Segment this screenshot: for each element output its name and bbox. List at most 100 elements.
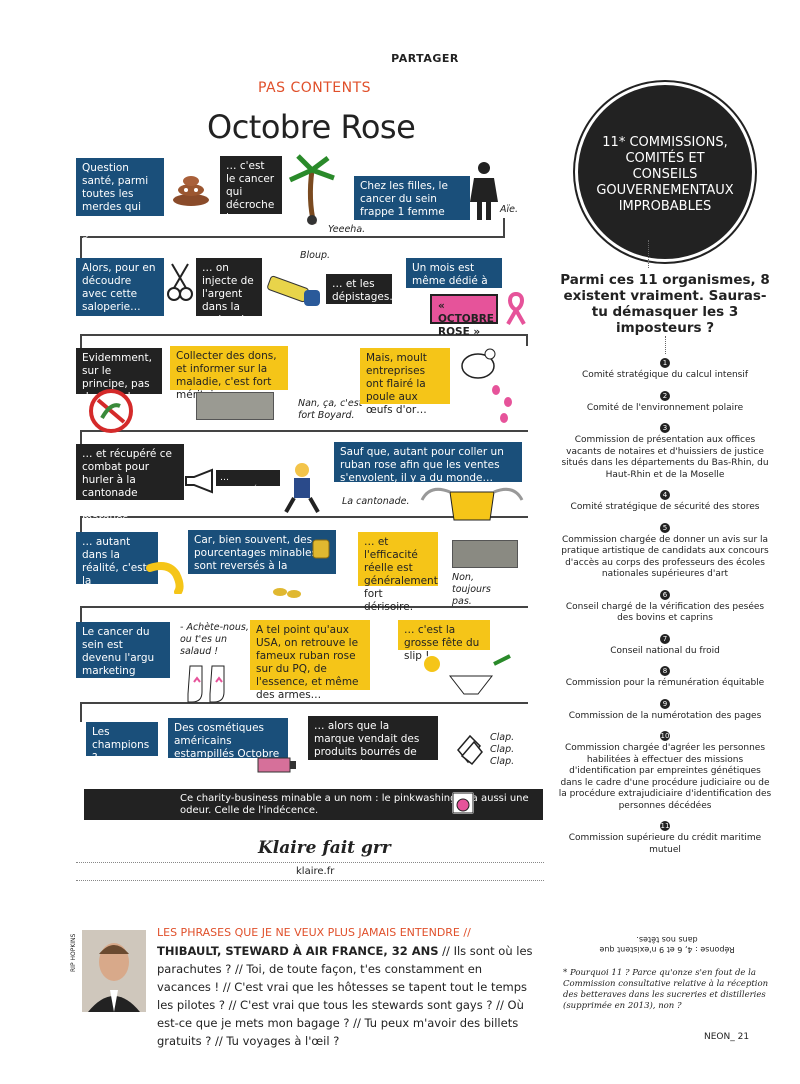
scissors-icon: [166, 262, 194, 302]
story-box: A tel point qu'aux USA, on retrouve le f…: [250, 620, 370, 701]
quiz-item-number: 8: [660, 666, 670, 676]
quiz-circle: 11* COMMISSIONS, COMITÉS ET CONSEILS GOU…: [575, 82, 755, 262]
flow-connector: [80, 516, 82, 532]
caption-note: Clap. Clap. Clap.: [490, 732, 515, 767]
steward-photo: [82, 930, 146, 1012]
woman-icon: [470, 162, 498, 220]
quiz-item-text: Commission chargée d'agréer les personne…: [558, 743, 772, 811]
quiz-item-number: 3: [660, 423, 670, 433]
quiz-item-number: 7: [660, 633, 670, 644]
flow-connector: [526, 334, 528, 346]
fort-boyard-icon: [196, 392, 274, 420]
story-box: Des cosmétiques américains estampillés O…: [168, 718, 288, 773]
coin-stack-icon: [312, 538, 330, 560]
flow-connector: [80, 606, 82, 622]
washing-machine-icon: [452, 792, 474, 814]
caption-note: Aïe.: [500, 204, 519, 215]
quiz-item: 8 Commission pour la rémunération équitab…: [558, 666, 772, 690]
footnote: * Pourquoi 11 ? Parce qu'onze s'en fout …: [563, 968, 769, 1011]
cosmetic-tube-icon: [256, 754, 298, 776]
poop-icon: [170, 168, 212, 206]
story-box: Le cancer du sein est devenu l'argu mark…: [76, 622, 170, 703]
quiz-item: 4 Comité stratégique de sécurité des stor…: [558, 490, 772, 514]
caption-note: Bloup.: [300, 250, 331, 261]
banner-text: Ce charity-business minable a un nom : l…: [180, 793, 529, 816]
story-box: … et récupéré ce combat pour hurler à la…: [76, 444, 184, 525]
phrases-kicker: LES PHRASES QUE JE NE VEUX PLUS JAMAIS E…: [157, 926, 471, 939]
phrases-speaker: THIBAULT, STEWARD À AIR FRANCE, 32 ANS: [157, 944, 439, 958]
story-box: … ENGAGÉES !: [216, 470, 280, 496]
story-box: Un mois est même dédié à cette lutte :: [406, 258, 502, 300]
article-title: Octobre Rose: [207, 108, 416, 146]
quiz-item-number: 4: [660, 490, 670, 500]
quiz-item: 9 Commission de la numérotation des pages: [558, 698, 772, 723]
share-link[interactable]: PARTAGER: [391, 52, 459, 65]
fort-boyard-icon: [452, 540, 518, 568]
divider: [76, 880, 544, 881]
story-box: Car, bien souvent, des pourcentages mina…: [188, 530, 336, 585]
quiz-item-text: Conseil chargé de la vérification des pe…: [565, 601, 765, 624]
quiz-answer-upside-down: Réponse : 4, 6 et 9 n'existent que dans …: [599, 935, 735, 954]
flow-connector: [80, 430, 82, 444]
quiz-item: 7 Conseil national du froid: [558, 633, 772, 658]
author-link[interactable]: klaire.fr: [296, 866, 335, 877]
quiz-item: 6 Conseil chargé de la vérification des p…: [558, 589, 772, 625]
quiz-item: 10 Commission chargée d'agréer les person…: [558, 731, 772, 812]
pink-ribbon-socks-icon: [186, 664, 232, 704]
page-number: NEON_ 21: [704, 1032, 750, 1042]
quiz-item-text: Comité de l'environnement polaire: [586, 402, 744, 413]
flow-connector: [80, 606, 528, 608]
flow-connector: [80, 430, 528, 432]
photo-credit: RIP HOPKINS: [70, 933, 77, 972]
no-lizard-icon: [88, 388, 134, 434]
dotted-connector: [665, 336, 666, 354]
quiz-item-text: Comité stratégique de sécurité des store…: [570, 502, 760, 512]
shouting-person-icon: [282, 462, 322, 514]
conclusion-banner: Ce charity-business minable a un nom : l…: [84, 789, 543, 820]
story-box: … alors que la marque vendait des produi…: [308, 716, 438, 771]
quiz-item-number: 5: [660, 522, 670, 533]
caption-note: Yeeeha.: [328, 224, 366, 235]
quiz-item: 11 Commission supérieure du crédit mariti…: [558, 821, 772, 856]
story-box: … c'est le cancer qui décroche le cocoti…: [220, 156, 282, 237]
story-box: Collecter des dons, et informer sur la m…: [170, 346, 288, 401]
flying-basket-icon: [420, 480, 524, 524]
quiz-item-number: 10: [660, 731, 670, 741]
quiz-item: 3 Commission de présentation aux offices …: [558, 423, 772, 481]
story-box: Question santé, parmi toutes les merdes …: [76, 158, 164, 239]
article-kicker: PAS CONTENTS: [258, 80, 372, 96]
quiz-item-text: Commission pour la rémunération équitabl…: [565, 678, 765, 688]
story-box: Les champions ?: [86, 722, 158, 764]
hen-eggs-icon: [456, 344, 522, 424]
flow-connector: [80, 702, 82, 722]
story-box: Alors, pour en découdre avec cette salop…: [76, 258, 164, 316]
story-box: « OCTOBRE ROSE »: [430, 294, 498, 338]
quiz-item: 2 Comité de l'environnement polaire: [558, 390, 772, 415]
quiz-item-number: 1: [660, 358, 670, 368]
story-box: Mais, moult entreprises ont flairé la po…: [360, 348, 450, 416]
flow-connector: [503, 218, 505, 238]
caption-note: Nan, ça, c'est fort Boyard.: [298, 398, 363, 421]
quiz-item-number: 9: [660, 698, 670, 709]
syringe-money-icon: [264, 264, 326, 314]
quiz-item-text: Commission supérieure du crédit maritime…: [568, 833, 762, 855]
phrases-quotes: // Ils sont où les parachutes ? // Toi, …: [157, 944, 533, 1048]
flow-connector: [80, 236, 82, 258]
coins-icon: [272, 584, 302, 600]
quiz-item: 5 Commission chargée de donner un avis su…: [558, 522, 772, 581]
pink-ribbon-icon: [504, 291, 528, 326]
story-box: … et l'efficacité réelle est généralemen…: [358, 532, 438, 613]
quiz-item-text: Conseil national du froid: [610, 645, 720, 656]
story-box: … on injecte de l'argent dans la recherc…: [196, 258, 265, 326]
quiz-question: Parmi ces 11 organismes, 8 existent vrai…: [560, 272, 770, 336]
palm-tree-icon: [284, 150, 340, 226]
phrases-text: THIBAULT, STEWARD À AIR FRANCE, 32 ANS /…: [157, 942, 537, 1050]
quiz-item-number: 2: [660, 390, 670, 401]
flow-connector: [80, 516, 528, 518]
flow-connector: [80, 334, 528, 336]
quiz-item-number: 6: [660, 589, 670, 600]
limp-shape-icon: [146, 560, 188, 596]
flow-connector: [80, 236, 505, 238]
caption-note: La cantonade.: [342, 496, 410, 507]
clapping-hands-icon: [452, 730, 488, 766]
